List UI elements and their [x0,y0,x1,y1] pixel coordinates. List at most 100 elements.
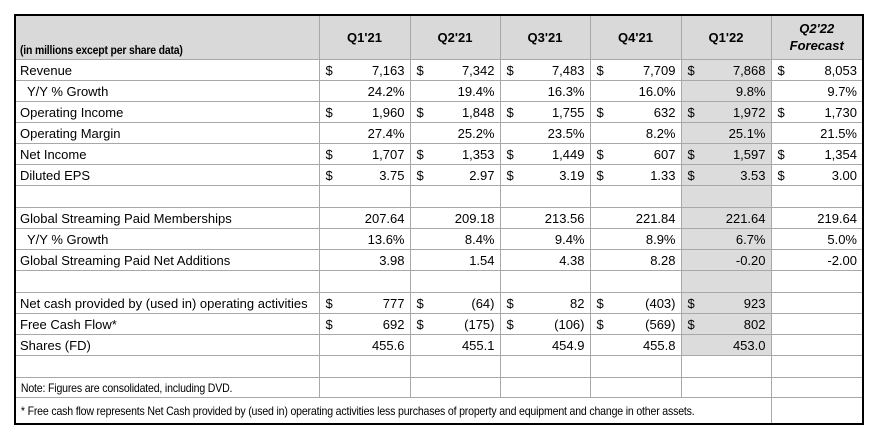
data-cell-empty [589,377,682,398]
cell-value: 23.5% [547,125,585,141]
currency-symbol: $ [506,62,514,78]
table-row-diluted-eps: Diluted EPS $3.75 $2.97 $3.19 $1.33 $3.53 $3.0… [14,164,864,186]
currency-symbol: $ [325,316,333,332]
cell-value: 1,848 [461,104,495,120]
data-cell: 25.2% [409,122,501,144]
data-cell: 8.28 [589,249,682,271]
data-cell: $ (403) [589,292,682,314]
data-cell-empty [680,355,772,378]
cell-value: 16.3% [547,83,585,99]
column-header-q1-22: Q1'22 [680,14,772,60]
currency-symbol: $ [777,62,785,78]
currency-symbol: $ [596,104,604,120]
currency-symbol: $ [416,146,424,162]
cell-value: 1,354 [824,146,857,162]
data-cell: 455.1 [409,334,501,356]
cell-value: 9.8% [735,83,766,99]
currency-symbol: $ [506,167,514,183]
spacer-row [14,355,864,378]
cell-value: 25.1% [728,125,766,141]
data-cell: 207.64 [318,207,411,229]
data-cell: 453.0 [680,334,772,356]
data-cell: 1.54 [409,249,501,271]
table-note-text: Note: Figures are consolidated, includin… [20,381,233,395]
cell-value: 692 [382,316,405,332]
currency-symbol: $ [596,295,604,311]
data-cell: $82 [499,292,591,314]
data-cell: $1,354 [770,143,864,165]
data-cell-empty [318,270,411,293]
column-header-q4-21: Q4'21 [589,14,682,60]
data-cell: 8.9% [589,228,682,250]
cell-value: 8,053 [824,62,857,78]
data-cell: 213.56 [499,207,591,229]
cell-value: 3.53 [740,167,766,183]
column-header-q2-21: Q2'21 [409,14,501,60]
row-label-y-y-growth: Y/Y % Growth [14,228,320,250]
column-header-q3-21: Q3'21 [499,14,591,60]
cell-value: 777 [382,295,405,311]
data-cell-empty [770,377,864,398]
header-row: (in millions except per share data) Q1'21… [14,14,864,60]
currency-symbol: $ [416,167,424,183]
data-cell-empty [409,185,501,208]
data-cell: $607 [589,143,682,165]
table-row-revenue: Revenue $7,163 $7,342 $7,483 $7,709 $7,868 $8,… [14,59,864,81]
data-cell: 13.6% [318,228,411,250]
data-cell [770,313,864,335]
data-cell: $3.00 [770,164,864,186]
cell-value: 1,449 [551,146,585,162]
cell-value: 16.0% [638,83,676,99]
cell-value: 19.4% [457,83,495,99]
currency-symbol: $ [506,316,514,332]
cell-value: 632 [653,104,676,120]
cell-value: 923 [743,295,766,311]
cell-value: 221.64 [725,210,766,226]
cell-value: (106) [554,316,585,332]
currency-symbol: $ [416,295,424,311]
data-cell-empty [589,185,682,208]
row-label-global-streaming-paid-net-additions: Global Streaming Paid Net Additions [14,249,320,271]
cell-value: (403) [645,295,676,311]
cell-value: 4.38 [559,252,585,268]
data-cell-empty [318,377,411,398]
data-cell: 9.7% [770,80,864,102]
table-footnote-text: * Free cash flow represents Net Cash pro… [20,404,695,418]
cell-value: 209.18 [454,210,495,226]
data-cell: $1,972 [680,101,772,123]
data-cell: $8,053 [770,59,864,81]
cell-value: 8.2% [645,125,676,141]
data-cell: 209.18 [409,207,501,229]
data-cell: $7,163 [318,59,411,81]
column-header-q1-21: Q1'21 [318,14,411,60]
currency-symbol: $ [687,295,695,311]
cell-value: 1,707 [371,146,405,162]
cell-value: 7,342 [461,62,495,78]
data-cell-empty [680,270,772,293]
cell-value: 213.56 [544,210,585,226]
financial-table: (in millions except per share data) Q1'21… [14,14,864,425]
cell-value: 24.2% [367,83,405,99]
data-cell [770,334,864,356]
spacer-label-cell [14,270,320,293]
currency-symbol: $ [416,104,424,120]
table-row-net-cash-provided-by-used-in-operating-activities: Net cash provided by (used in) operating… [14,292,864,314]
cell-value: 607 [653,146,676,162]
data-cell: $802 [680,313,772,335]
data-cell: 9.8% [680,80,772,102]
currency-symbol: $ [506,295,514,311]
cell-value: 2.97 [469,167,495,183]
cell-value: 455.8 [642,337,676,353]
currency-symbol: $ [777,104,785,120]
table-row-y-y-growth: Y/Y % Growth 13.6% 8.4% 9.4% 8.9% 6.7% 5.0% [14,228,864,250]
data-cell: -2.00 [770,249,864,271]
cell-value: 1,755 [551,104,585,120]
currency-symbol: $ [596,316,604,332]
currency-symbol: $ [687,146,695,162]
data-cell: 25.1% [680,122,772,144]
data-cell: 6.7% [680,228,772,250]
cell-value: (569) [645,316,676,332]
data-cell: $7,709 [589,59,682,81]
data-cell: $632 [589,101,682,123]
cell-value: 7,709 [642,62,676,78]
